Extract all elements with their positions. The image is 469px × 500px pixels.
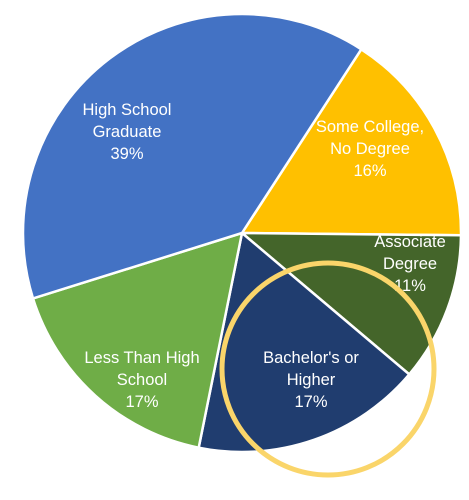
slice-label-high-school-graduate: High School Graduate 39% xyxy=(83,101,172,163)
pie-slice-high-school-graduate xyxy=(21,12,363,300)
slice-label-some-college-no-degree: Some College, No Degree 16% xyxy=(316,118,424,180)
slice-category-label: School xyxy=(117,371,167,389)
slices-layer xyxy=(21,12,463,454)
highlight-circle xyxy=(219,260,437,478)
overlay-layer xyxy=(219,260,437,478)
slice-category-label: Higher xyxy=(287,371,336,389)
pie-slice-some-college-no-degree xyxy=(240,48,463,237)
slice-percent-label: 39% xyxy=(110,145,143,163)
slice-category-label: Degree xyxy=(383,255,437,273)
slice-percent-label: 17% xyxy=(125,393,158,411)
slice-category-label: Less Than High xyxy=(84,349,199,367)
slice-category-label: Bachelor's or xyxy=(263,349,359,367)
slice-percent-label: 16% xyxy=(353,162,386,180)
slice-category-label: Associate xyxy=(374,233,446,251)
slice-label-less-than-high-school: Less Than High School 17% xyxy=(84,349,199,411)
slice-category-label: Graduate xyxy=(93,123,162,141)
labels-layer: Some College, No Degree 16% Associate Degree… xyxy=(83,101,446,411)
slice-category-label: No Degree xyxy=(330,140,410,158)
slice-label-bachelor-s-or-higher: Bachelor's or Higher 17% xyxy=(263,349,359,411)
slice-category-label: Some College, xyxy=(316,118,424,136)
slice-category-label: High School xyxy=(83,101,172,119)
pie-slice-less-than-high-school xyxy=(31,231,244,449)
slice-percent-label: 17% xyxy=(294,393,327,411)
pie-slice-bachelor-s-or-higher xyxy=(197,231,411,454)
